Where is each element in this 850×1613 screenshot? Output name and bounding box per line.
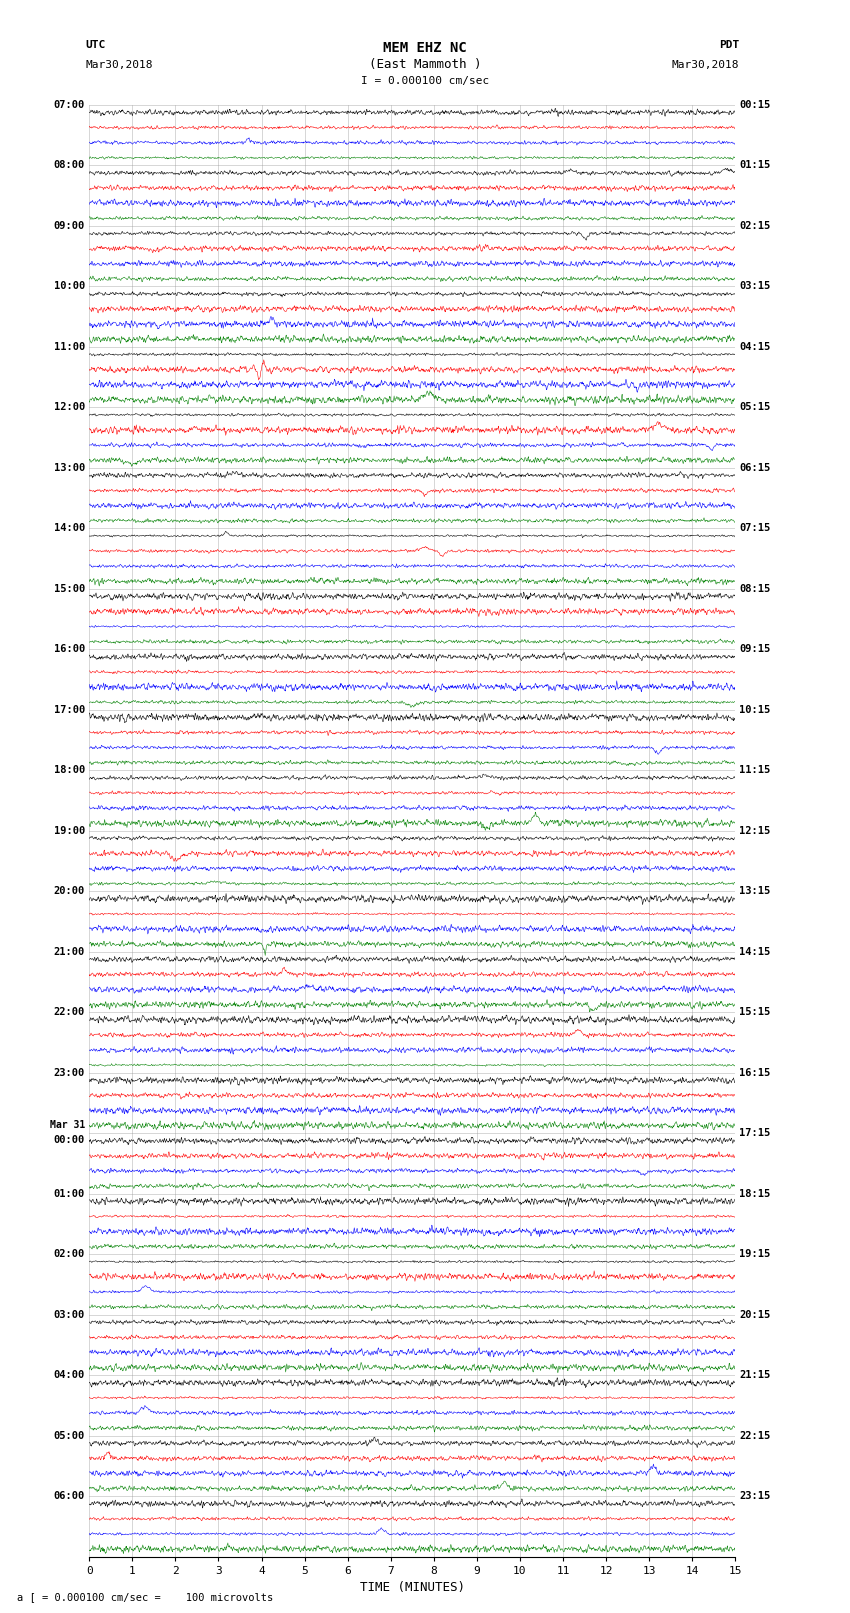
Text: I = 0.000100 cm/sec: I = 0.000100 cm/sec bbox=[361, 76, 489, 85]
Text: 15:00: 15:00 bbox=[54, 584, 85, 594]
Text: 00:00: 00:00 bbox=[54, 1136, 85, 1145]
Text: 03:15: 03:15 bbox=[740, 281, 771, 292]
Text: 23:00: 23:00 bbox=[54, 1068, 85, 1077]
Text: Mar 31: Mar 31 bbox=[50, 1119, 85, 1129]
Text: UTC: UTC bbox=[85, 40, 105, 50]
Text: 17:00: 17:00 bbox=[54, 705, 85, 715]
Text: 05:00: 05:00 bbox=[54, 1431, 85, 1440]
Text: 07:00: 07:00 bbox=[54, 100, 85, 110]
Text: 02:15: 02:15 bbox=[740, 221, 771, 231]
Text: 17:15: 17:15 bbox=[740, 1127, 771, 1139]
Text: 05:15: 05:15 bbox=[740, 402, 771, 413]
Text: 12:00: 12:00 bbox=[54, 402, 85, 413]
Text: 04:00: 04:00 bbox=[54, 1369, 85, 1381]
Text: 13:00: 13:00 bbox=[54, 463, 85, 473]
Text: 18:15: 18:15 bbox=[740, 1189, 771, 1198]
Text: 03:00: 03:00 bbox=[54, 1310, 85, 1319]
Text: 21:15: 21:15 bbox=[740, 1369, 771, 1381]
Text: 12:15: 12:15 bbox=[740, 826, 771, 836]
Text: 08:00: 08:00 bbox=[54, 160, 85, 171]
Text: 20:00: 20:00 bbox=[54, 886, 85, 897]
Text: 16:00: 16:00 bbox=[54, 644, 85, 655]
Text: 19:00: 19:00 bbox=[54, 826, 85, 836]
Text: 19:15: 19:15 bbox=[740, 1248, 771, 1260]
Text: 20:15: 20:15 bbox=[740, 1310, 771, 1319]
Text: a [ = 0.000100 cm/sec =    100 microvolts: a [ = 0.000100 cm/sec = 100 microvolts bbox=[17, 1592, 273, 1602]
Text: 21:00: 21:00 bbox=[54, 947, 85, 957]
Text: 15:15: 15:15 bbox=[740, 1007, 771, 1018]
Text: 14:00: 14:00 bbox=[54, 523, 85, 534]
Text: 06:00: 06:00 bbox=[54, 1490, 85, 1502]
Text: MEM EHZ NC: MEM EHZ NC bbox=[383, 42, 467, 55]
Text: 14:15: 14:15 bbox=[740, 947, 771, 957]
Text: 06:15: 06:15 bbox=[740, 463, 771, 473]
Text: 16:15: 16:15 bbox=[740, 1068, 771, 1077]
Text: 00:15: 00:15 bbox=[740, 100, 771, 110]
Text: 04:15: 04:15 bbox=[740, 342, 771, 352]
Text: 09:00: 09:00 bbox=[54, 221, 85, 231]
Text: 01:00: 01:00 bbox=[54, 1189, 85, 1198]
Text: Mar30,2018: Mar30,2018 bbox=[85, 60, 152, 69]
Text: 07:15: 07:15 bbox=[740, 523, 771, 534]
Text: 02:00: 02:00 bbox=[54, 1248, 85, 1260]
Text: 23:15: 23:15 bbox=[740, 1490, 771, 1502]
Text: 08:15: 08:15 bbox=[740, 584, 771, 594]
Text: (East Mammoth ): (East Mammoth ) bbox=[369, 58, 481, 71]
Text: Mar30,2018: Mar30,2018 bbox=[672, 60, 740, 69]
Text: 10:15: 10:15 bbox=[740, 705, 771, 715]
X-axis label: TIME (MINUTES): TIME (MINUTES) bbox=[360, 1581, 465, 1594]
Text: 10:00: 10:00 bbox=[54, 281, 85, 292]
Text: 01:15: 01:15 bbox=[740, 160, 771, 171]
Text: 18:00: 18:00 bbox=[54, 765, 85, 776]
Text: 22:00: 22:00 bbox=[54, 1007, 85, 1018]
Text: 09:15: 09:15 bbox=[740, 644, 771, 655]
Text: 11:00: 11:00 bbox=[54, 342, 85, 352]
Text: 13:15: 13:15 bbox=[740, 886, 771, 897]
Text: 11:15: 11:15 bbox=[740, 765, 771, 776]
Text: 22:15: 22:15 bbox=[740, 1431, 771, 1440]
Text: PDT: PDT bbox=[719, 40, 740, 50]
